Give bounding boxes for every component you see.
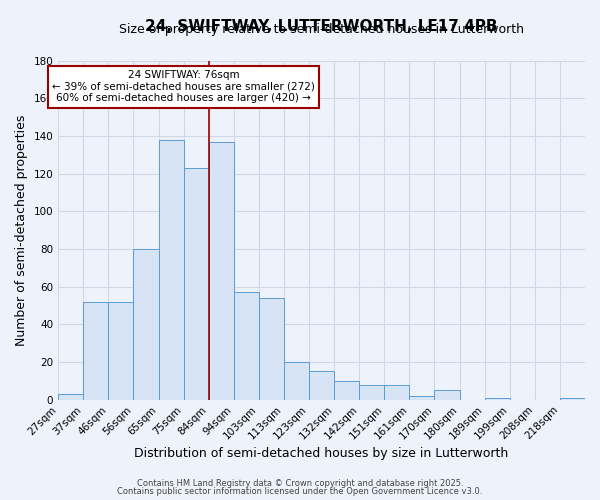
Bar [58,394,83,400]
X-axis label: Distribution of semi-detached houses by size in Lutterworth: Distribution of semi-detached houses by … [134,447,509,460]
Bar [485,398,510,400]
Bar [234,292,259,400]
Text: 24, SWIFTWAY, LUTTERWORTH, LE17 4PB: 24, SWIFTWAY, LUTTERWORTH, LE17 4PB [145,18,498,34]
Y-axis label: Number of semi-detached properties: Number of semi-detached properties [15,114,28,346]
Text: Contains public sector information licensed under the Open Government Licence v3: Contains public sector information licen… [118,487,482,496]
Bar [133,249,158,400]
Bar [184,168,209,400]
Bar [209,142,234,400]
Bar [158,140,184,400]
Title: Size of property relative to semi-detached houses in Lutterworth: Size of property relative to semi-detach… [119,23,524,36]
Bar [334,381,359,400]
Bar [385,384,409,400]
Bar [409,396,434,400]
Text: Contains HM Land Registry data © Crown copyright and database right 2025.: Contains HM Land Registry data © Crown c… [137,478,463,488]
Text: 24 SWIFTWAY: 76sqm
← 39% of semi-detached houses are smaller (272)
60% of semi-d: 24 SWIFTWAY: 76sqm ← 39% of semi-detache… [52,70,315,103]
Bar [259,298,284,400]
Bar [560,398,585,400]
Bar [284,362,309,400]
Bar [309,372,334,400]
Bar [83,302,109,400]
Bar [434,390,460,400]
Bar [109,302,133,400]
Bar [359,384,385,400]
